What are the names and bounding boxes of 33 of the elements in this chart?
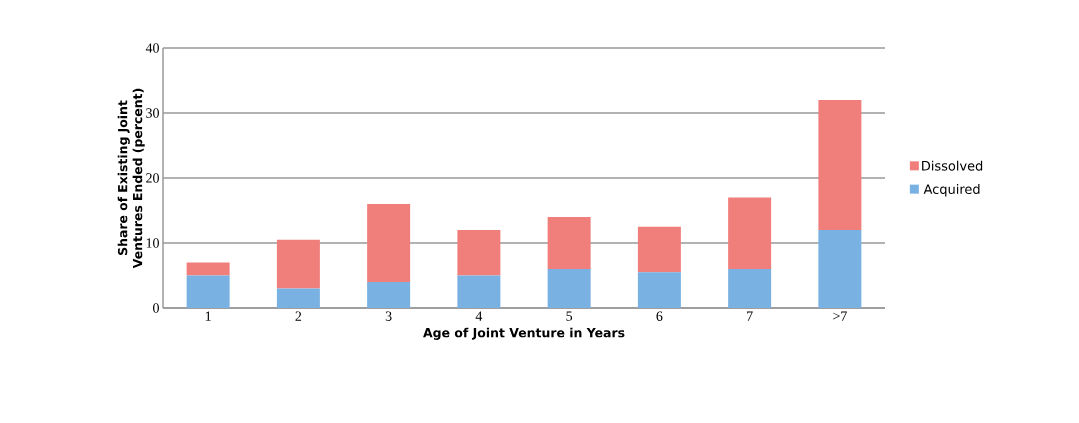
bar bbox=[728, 197, 772, 269]
bar bbox=[818, 100, 862, 230]
legend-label: Acquired bbox=[923, 183, 980, 197]
x-tick-label: 2 bbox=[295, 311, 302, 321]
bar bbox=[637, 226, 681, 273]
bar bbox=[637, 272, 681, 308]
y-tick-label: 0 bbox=[153, 303, 159, 313]
y-tick-label: 10 bbox=[146, 238, 159, 248]
y-tick-label: 20 bbox=[146, 173, 159, 183]
x-tick-label: 7 bbox=[747, 311, 753, 321]
bar bbox=[547, 217, 591, 269]
legend-label: Dissolved bbox=[922, 160, 983, 171]
x-tick-label: >7 bbox=[833, 311, 847, 321]
bar bbox=[818, 230, 862, 308]
x-tick-label: 1 bbox=[205, 311, 211, 321]
bar bbox=[276, 239, 320, 289]
bar bbox=[186, 262, 230, 276]
bar bbox=[457, 230, 501, 276]
y-tick-label: 30 bbox=[146, 108, 159, 118]
bar bbox=[276, 288, 320, 308]
x-axis-title: Age of Joint Venture in Years bbox=[423, 327, 625, 340]
bar bbox=[728, 269, 772, 308]
bar bbox=[186, 275, 230, 308]
y-tick-label: 40 bbox=[145, 43, 159, 53]
x-tick-label: 6 bbox=[656, 311, 663, 321]
bar bbox=[367, 204, 411, 282]
bar bbox=[547, 269, 591, 308]
x-tick-label: 5 bbox=[566, 311, 573, 321]
bar bbox=[457, 275, 501, 308]
x-tick-label: 3 bbox=[385, 311, 392, 321]
bar bbox=[367, 282, 411, 308]
y-axis-title: Share of Existing Joint Ventures Ended (percent) bbox=[117, 88, 145, 269]
x-tick-label: 4 bbox=[475, 311, 483, 321]
